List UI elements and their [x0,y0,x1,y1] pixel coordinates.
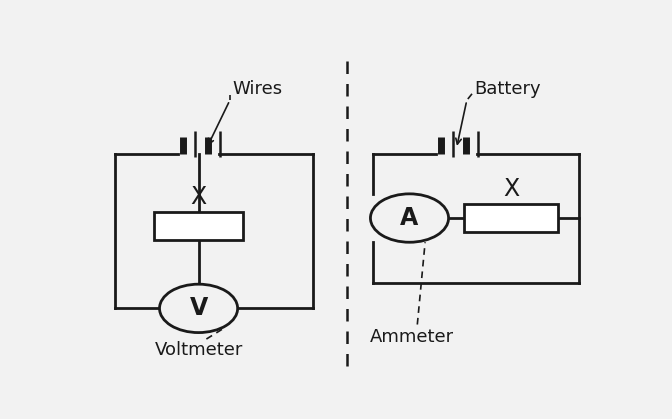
Text: V: V [190,296,208,321]
Bar [464,204,558,232]
Text: X: X [503,177,519,201]
Text: Wires: Wires [233,80,282,98]
Circle shape [159,284,238,333]
Text: Battery: Battery [474,80,541,98]
Circle shape [370,194,449,242]
Text: Ammeter: Ammeter [370,328,454,347]
Text: Voltmeter: Voltmeter [155,341,243,360]
Bar [155,212,243,240]
Text: A: A [401,206,419,230]
Text: X: X [191,185,206,209]
